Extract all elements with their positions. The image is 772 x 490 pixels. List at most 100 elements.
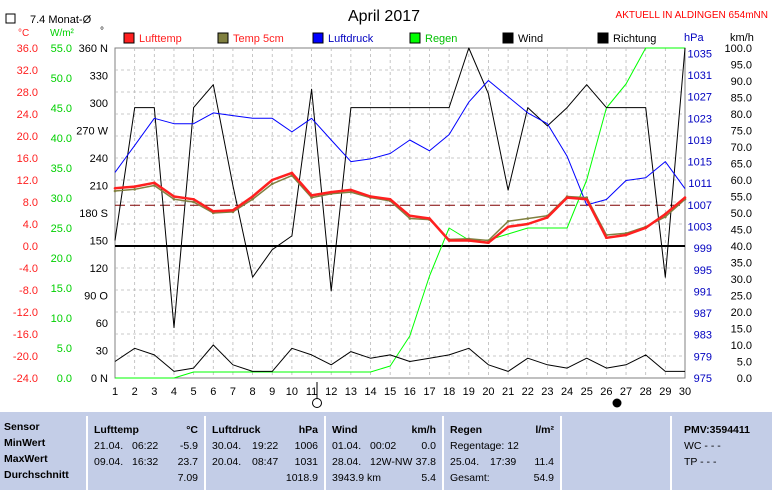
stats-col-sensor: Sensor MinWert MaxWert Durchschnitt: [0, 416, 84, 490]
wind-tick-label: 55.0: [731, 192, 752, 204]
pmv-wc: WC - - -: [684, 440, 721, 452]
temp-tick-label: 0.0: [23, 241, 38, 253]
wind-tick-label: 25.0: [731, 291, 752, 303]
sensor-avg: Durchschnitt: [4, 469, 69, 481]
rain-tick-label: 0.0: [57, 373, 72, 385]
regen-total-val: 54.9: [533, 472, 554, 484]
pressure-tick-label: 987: [694, 308, 712, 320]
wind-tick-label: 45.0: [731, 225, 752, 237]
temp-tick-label: -8.0: [19, 285, 38, 297]
wind-tick-label: 40.0: [731, 241, 752, 253]
luftdruck-min-date: 30.04.: [212, 440, 242, 452]
day-tick-label: 25: [581, 386, 593, 398]
day-tick-label: 6: [210, 386, 216, 398]
temp-tick-label: -20.0: [13, 351, 38, 363]
legend-swatch: [123, 32, 135, 44]
station-note: AKTUELL IN ALDINGEN 654mNN: [616, 10, 768, 21]
pressure-tick-label: 1027: [688, 92, 712, 104]
luftdruck-max-val: 1031: [294, 456, 318, 468]
legend-swatch: [409, 32, 421, 44]
series-layer: [113, 47, 687, 379]
direction-tick-label: 360 N: [79, 43, 108, 55]
temp-tick-label: 20.0: [17, 131, 38, 143]
series-point-lufttemp: [192, 197, 195, 201]
rain-tick-label: 20.0: [51, 253, 72, 265]
avg-checkbox: [5, 13, 16, 24]
series-point-lufttemp: [270, 178, 274, 182]
series-point-temp-5cm: [192, 200, 195, 204]
wind-max-dir: 12W-NW: [370, 456, 413, 468]
day-tick-label: 21: [502, 386, 514, 398]
legend-swatch: [312, 32, 324, 44]
day-tick-label: 12: [325, 386, 337, 398]
stats-col-regen: Regen l/m² Regentage: 12 25.04. 17:39 11…: [442, 416, 560, 490]
series-point-lufttemp: [506, 225, 510, 229]
series-point-lufttemp: [329, 190, 333, 194]
wind-tick-label: 95.0: [731, 60, 752, 72]
unit-temp: °C: [18, 28, 29, 39]
day-tick-label: 5: [191, 386, 197, 398]
wind-tick-label: 70.0: [731, 142, 752, 154]
series-point-temp-5cm: [310, 196, 313, 199]
day-tick-label: 20: [482, 386, 494, 398]
legend-label: Richtung: [613, 33, 656, 45]
temp-tick-label: 24.0: [17, 109, 38, 121]
rain-tick-label: 35.0: [51, 163, 72, 175]
wind-tick-label: 100.0: [724, 43, 752, 55]
rain-tick-label: 30.0: [51, 193, 72, 205]
wind-unit: km/h: [411, 424, 436, 436]
series-point-lufttemp: [644, 226, 647, 230]
lufttemp-max-time: 16:32: [132, 456, 159, 468]
direction-tick-label: 300: [90, 98, 108, 110]
temp-tick-label: 36.0: [17, 43, 38, 55]
day-tick-label: 30: [679, 386, 691, 398]
series-point-lufttemp: [290, 171, 294, 175]
temp-tick-label: 12.0: [17, 175, 38, 187]
series-point-temp-5cm: [113, 189, 117, 193]
stats-col-pmv: PMV:3594411 WC - - - TP - - -: [670, 416, 772, 490]
weather-chart: 36.032.028.024.020.016.012.08.04.00.0-4.…: [5, 8, 768, 408]
pressure-tick-label: 1015: [688, 157, 712, 169]
direction-tick-label: 180 S: [79, 208, 108, 220]
pressure-tick-label: 979: [694, 351, 712, 363]
header-layer: 7.4 Monat-Ø°C W/m² ° April 2017 AKTUELL IN A…: [5, 8, 768, 45]
series-point-lufttemp: [231, 208, 235, 212]
wind-tick-label: 30.0: [731, 274, 752, 286]
series-point-lufttemp: [664, 212, 667, 216]
day-tick-label: 1: [112, 386, 118, 398]
wind-min-val: 0.0: [421, 440, 436, 452]
series-point-lufttemp: [546, 216, 549, 219]
avg-label: 7.4 Monat-Ø: [30, 14, 92, 26]
day-tick-label: 22: [522, 386, 534, 398]
regen-days: Regentage: 12: [450, 440, 519, 452]
series-point-lufttemp: [113, 186, 117, 190]
luftdruck-head: Luftdruck: [212, 424, 261, 436]
day-tick-label: 15: [384, 386, 396, 398]
lufttemp-avg-val: 7.09: [177, 472, 198, 484]
series-point-lufttemp: [349, 188, 353, 192]
regen-unit: l/m²: [535, 424, 554, 436]
series-point-lufttemp: [683, 196, 687, 199]
pressure-tick-label: 1019: [688, 135, 712, 147]
series-point-temp-5cm: [270, 182, 274, 186]
lufttemp-max-date: 09.04.: [94, 456, 124, 468]
day-tick-label: 23: [541, 386, 553, 398]
wind-tick-label: 0.0: [737, 373, 752, 385]
sensor-head: Sensor: [4, 421, 40, 433]
wind-tick-label: 60.0: [731, 175, 752, 187]
wind-min-time: 00:02: [370, 440, 397, 452]
series-point-temp-5cm: [153, 184, 156, 187]
direction-tick-label: 90 O: [84, 291, 108, 303]
temp-tick-label: 4.0: [23, 219, 38, 231]
stats-col-wind: Wind km/h 01.04. 00:02 0.0 28.04. 12W-NW…: [324, 416, 442, 490]
day-tick-label: 11: [306, 386, 317, 398]
rain-tick-label: 45.0: [51, 103, 72, 115]
temp-tick-label: -24.0: [13, 373, 38, 385]
series-point-lufttemp: [624, 233, 628, 237]
series-point-lufttemp: [408, 214, 412, 218]
wind-tick-label: 65.0: [731, 159, 752, 171]
wind-tick-label: 5.0: [737, 357, 752, 369]
series-point-temp-5cm: [408, 217, 412, 220]
day-tick-label: 17: [423, 386, 435, 398]
day-tick-label: 16: [404, 386, 416, 398]
